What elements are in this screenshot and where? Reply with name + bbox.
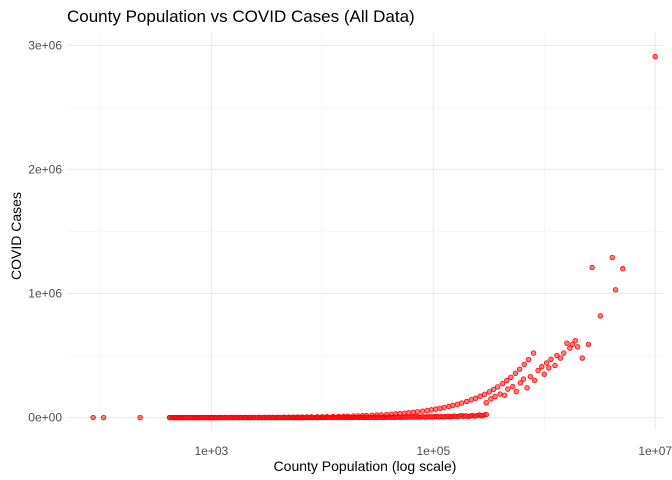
data-point (501, 392, 508, 398)
data-point (414, 409, 421, 415)
data-point (564, 340, 570, 346)
data-point (652, 53, 658, 60)
data-points (90, 53, 658, 421)
data-point (609, 254, 615, 261)
data-point (541, 371, 547, 377)
data-point (525, 356, 532, 363)
data-point (497, 391, 503, 397)
data-point (483, 400, 489, 406)
data-point (450, 402, 456, 409)
data-point (494, 384, 501, 390)
data-point (486, 389, 493, 395)
data-point (567, 345, 573, 351)
data-point (548, 356, 554, 362)
x-tick-labels: 1e+03 1e+05 1e+07 (195, 444, 672, 458)
data-point (531, 377, 538, 384)
data-point (530, 350, 537, 356)
y-tick-label: 3e+06 (28, 38, 62, 52)
data-point (419, 408, 426, 414)
data-point (569, 341, 576, 348)
data-point (492, 393, 498, 400)
data-point (561, 350, 567, 356)
y-tick-labels: 0e+00 1e+06 2e+06 3e+06 (28, 38, 62, 424)
data-point (90, 414, 96, 421)
data-point (574, 344, 581, 350)
data-point (432, 406, 439, 412)
data-point (554, 352, 560, 359)
data-point (521, 361, 527, 368)
data-point (585, 341, 592, 348)
data-point (505, 386, 511, 392)
data-point (481, 391, 488, 397)
data-point (620, 266, 626, 272)
data-point (557, 355, 564, 361)
x-axis-title: County Population (log scale) (274, 458, 457, 474)
data-point (512, 370, 519, 377)
data-point (477, 393, 483, 399)
data-point (405, 410, 412, 416)
data-point (597, 313, 604, 319)
chart-title: County Population vs COVID Cases (All Da… (67, 7, 415, 26)
data-point (513, 388, 520, 395)
data-point (524, 385, 530, 391)
data-point (463, 398, 470, 405)
y-axis-title: COVID Cases (8, 192, 24, 280)
data-point (535, 367, 541, 374)
data-point (520, 376, 527, 382)
data-point (458, 400, 465, 406)
y-tick-label: 0e+00 (28, 411, 62, 425)
data-point (504, 377, 510, 384)
x-tick-label: 1e+03 (195, 444, 229, 458)
data-point (546, 365, 552, 371)
data-point (527, 373, 534, 380)
data-point (579, 355, 585, 361)
data-point (483, 411, 489, 418)
data-point (589, 264, 595, 271)
data-point (510, 383, 516, 390)
data-point (612, 287, 619, 293)
data-point (499, 381, 506, 387)
data-point (137, 414, 143, 421)
data-point (516, 366, 523, 372)
data-point (441, 404, 447, 411)
x-tick-label: 1e+05 (416, 444, 450, 458)
x-tick-label: 1e+07 (638, 444, 672, 458)
data-point (428, 407, 435, 413)
data-point (488, 396, 494, 402)
data-point (508, 374, 514, 380)
grid (67, 33, 664, 430)
data-point (490, 386, 497, 393)
data-point (552, 362, 558, 369)
data-point (100, 414, 107, 421)
data-point (572, 337, 578, 344)
data-point (517, 380, 524, 386)
y-tick-label: 1e+06 (28, 287, 62, 301)
data-point (539, 364, 545, 370)
data-point (543, 360, 550, 366)
data-point (472, 395, 479, 401)
y-tick-label: 2e+06 (28, 162, 62, 176)
